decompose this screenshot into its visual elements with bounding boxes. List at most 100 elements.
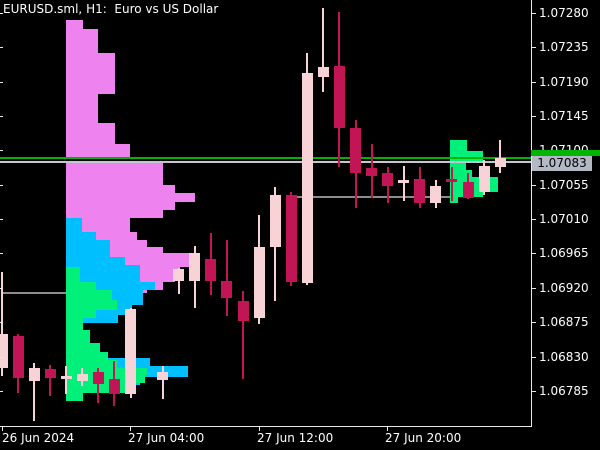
market-profile-green-right-row (450, 197, 458, 203)
current-price-badge: 1.07083 (532, 156, 592, 171)
candle-wick-bear (225, 240, 228, 317)
market-profile-green-left-row (66, 360, 117, 368)
market-profile-cyan-row (66, 265, 140, 282)
price-tick (531, 357, 536, 358)
market-profile-violet-row (66, 163, 163, 185)
market-profile-cyan-row (66, 305, 132, 315)
price-tick-left (0, 288, 3, 289)
candle-body-bull (60, 375, 72, 379)
candle-body-bear (44, 368, 56, 378)
price-tick (531, 219, 536, 220)
candle-body-bull (253, 247, 265, 319)
price-tick (531, 82, 536, 83)
candle-wick-bull (33, 362, 36, 421)
market-profile-green-left-row (66, 290, 112, 300)
price-label: 1.07280 (539, 6, 589, 20)
market-profile-green-left-row (66, 318, 83, 330)
candle-wick-bear (97, 367, 100, 404)
price-tick (531, 391, 536, 392)
price-tick-left (0, 82, 3, 83)
time-axis-border (0, 426, 532, 427)
market-profile-violet-row (66, 247, 163, 253)
chart-title: EURUSD.sml, H1: Euro vs US Dollar (3, 2, 219, 16)
market-profile-violet-row (66, 185, 175, 193)
time-tick (2, 426, 3, 431)
market-profile-green-right-row (450, 170, 472, 177)
price-label: 1.07010 (539, 212, 589, 226)
chart-area[interactable] (0, 0, 531, 426)
market-profile-violet-row (66, 53, 115, 94)
market-profile-green-right-row (450, 163, 466, 170)
price-tick (531, 116, 536, 117)
price-tick-left (0, 150, 3, 151)
market-profile-cyan-row (66, 218, 82, 232)
market-profile-cyan-row (66, 232, 96, 240)
price-tick-left (0, 219, 3, 220)
candle-body-bear (446, 178, 458, 183)
candle-body-bear (333, 66, 345, 129)
price-axis-border (531, 0, 532, 427)
ask-line (0, 156, 531, 159)
market-profile-green-left-row (66, 375, 145, 383)
market-profile-violet-row (66, 123, 115, 144)
candle-body-bear (285, 195, 297, 283)
candle-body-bear (462, 182, 474, 198)
price-tick-left (0, 391, 3, 392)
market-profile-violet-row (66, 20, 83, 29)
price-tick (531, 322, 536, 323)
price-tick (531, 253, 536, 254)
price-tick-left (0, 47, 3, 48)
candle-wick-bear (49, 364, 52, 397)
bid-line (0, 161, 531, 163)
market-profile-green-left-row (66, 383, 125, 393)
market-profile-violet-row (66, 218, 130, 232)
candle-body-bull (76, 374, 88, 381)
candle-body-bull (28, 367, 40, 381)
candle-body-bull (430, 185, 442, 204)
market-profile-green-left-row (66, 267, 80, 282)
time-label: 27 Jun 12:00 (257, 431, 334, 445)
candle-body-bull (301, 73, 313, 284)
market-profile-violet-row (66, 29, 98, 53)
price-tick-left (0, 116, 3, 117)
time-tick (259, 426, 260, 431)
candle-wick-bull (161, 366, 164, 400)
price-label: 1.07190 (539, 75, 589, 89)
market-profile-violet-row (66, 210, 163, 218)
market-profile-cyan-row (66, 282, 155, 290)
candle-body-bear (350, 127, 362, 173)
ask-price-marker (531, 150, 600, 156)
candle-body-bull (398, 180, 410, 184)
candle-body-bull (269, 195, 281, 248)
market-profile-green-left-row (66, 310, 96, 318)
candle-body-bull (157, 371, 169, 381)
candle-wick-bull (1, 271, 3, 376)
price-label: 1.06875 (539, 315, 589, 329)
candle-body-bull (0, 333, 8, 368)
price-label: 1.06785 (539, 384, 589, 398)
candle-body-bear (205, 258, 217, 281)
price-tick (531, 288, 536, 289)
price-tick (531, 47, 536, 48)
candle-body-bear (237, 300, 249, 321)
price-label: 1.06830 (539, 350, 589, 364)
time-tick (387, 426, 388, 431)
market-profile-green-left-row (66, 352, 108, 360)
price-tick-left (0, 185, 3, 186)
candle-body-bear (108, 378, 120, 394)
market-profile-violet-row (66, 202, 175, 210)
price-tick (531, 13, 536, 14)
candle-body-bear (382, 173, 394, 186)
candle-body-bull (494, 158, 506, 168)
price-label: 1.06920 (539, 281, 589, 295)
market-profile-cyan-row (66, 315, 118, 323)
candle-body-bull (317, 67, 329, 78)
current-price-value: 1.07083 (537, 156, 587, 170)
market-profile-violet-row (66, 94, 98, 123)
market-profile-green-right-row (450, 140, 467, 151)
price-tick-left (0, 322, 3, 323)
market-profile-violet-row (66, 144, 130, 157)
candle-body-bear (12, 335, 24, 378)
market-profile-cyan-row (66, 257, 125, 265)
